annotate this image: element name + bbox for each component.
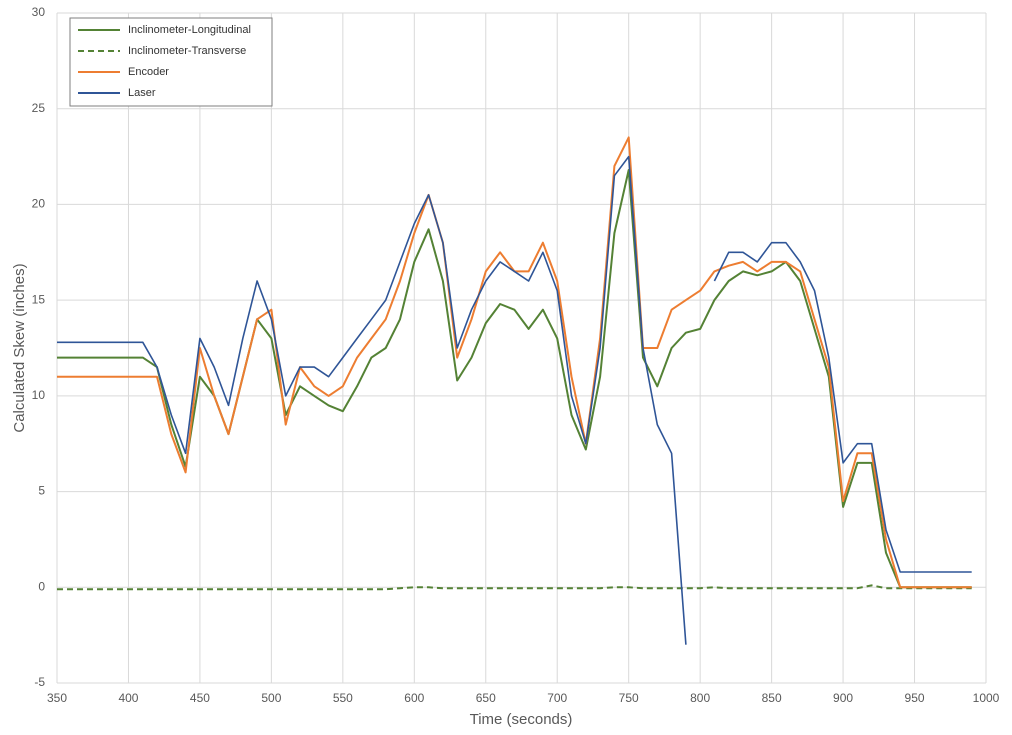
x-tick-label: 850 — [762, 691, 782, 705]
legend-label: Encoder — [128, 66, 169, 78]
x-tick-label: 450 — [190, 691, 210, 705]
y-tick-label: -5 — [34, 675, 45, 689]
x-tick-label: 750 — [619, 691, 639, 705]
x-tick-label: 1000 — [973, 691, 1000, 705]
x-tick-label: 500 — [261, 691, 281, 705]
plot-lines — [57, 136, 972, 645]
x-tick-label: 650 — [476, 691, 496, 705]
x-tick-label: 400 — [118, 691, 138, 705]
y-axis-title: Calculated Skew (inches) — [11, 263, 28, 432]
x-tick-label: 350 — [47, 691, 67, 705]
y-tick-label: 20 — [32, 197, 46, 211]
series-line — [713, 241, 972, 573]
x-tick-label: 950 — [905, 691, 925, 705]
x-tick-label: 800 — [690, 691, 710, 705]
series-line — [57, 584, 972, 591]
series-line — [57, 155, 687, 645]
legend-label: Inclinometer-Longitudinal — [128, 24, 251, 36]
y-tick-label: 5 — [38, 484, 45, 498]
x-tick-label: 600 — [404, 691, 424, 705]
legend-label: Laser — [128, 87, 156, 99]
x-axis-title: Time (seconds) — [470, 711, 573, 728]
y-tick-label: 25 — [32, 101, 46, 115]
y-tick-label: 15 — [32, 292, 46, 306]
y-tick-label: 0 — [38, 579, 45, 593]
legend-label: Inclinometer-Transverse — [128, 45, 246, 57]
series-line — [57, 169, 972, 589]
y-tick-label: 10 — [32, 388, 46, 402]
y-tick-label: 30 — [32, 5, 46, 19]
x-tick-label: 900 — [833, 691, 853, 705]
x-tick-label: 550 — [333, 691, 353, 705]
x-tick-label: 700 — [547, 691, 567, 705]
legend-box — [69, 17, 273, 107]
